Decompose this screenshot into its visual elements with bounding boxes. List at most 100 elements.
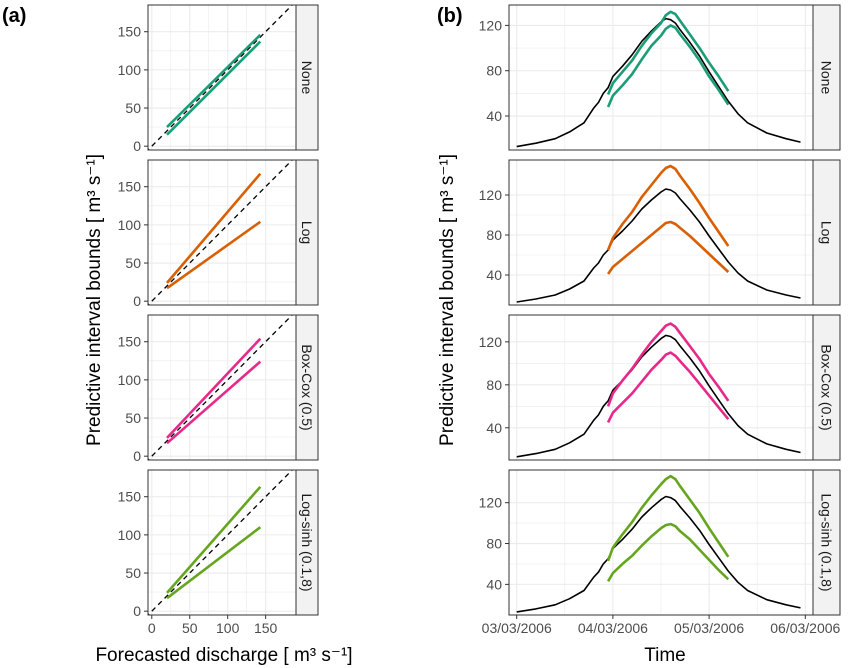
series-lower-log [607,220,730,275]
x-tick-label: 06/03/2006 [770,620,840,636]
plot-area [516,322,801,458]
facet-strip [812,469,841,616]
facet-a-none: None 0 50 100 150 [118,4,319,154]
x-tick-label: 150 [254,620,278,636]
series-lower-log-sinh-0-1-8 [606,522,730,582]
strip-label-box-cox-0-5: Box-Cox (0.5) [299,344,315,430]
x-tick-label: 0 [148,620,156,636]
plot-background [148,5,296,150]
y-tick-label: 50 [125,100,141,116]
plot-area [148,5,294,150]
x-tick-label: 04/03/2006 [578,620,648,636]
x-tick-label: 100 [216,620,240,636]
plot-area [516,164,801,303]
y-tick-label: 50 [125,565,141,581]
y-tick-label: 0 [133,603,141,619]
y-tick-label: 100 [118,62,142,78]
y-tick-label: 120 [479,495,503,511]
series-lower-none [166,40,262,136]
observed-line [516,495,801,613]
series-lower-none [606,24,730,108]
y-tick-label: 80 [486,377,502,393]
identity-line [148,5,294,150]
identity-line [148,470,294,615]
y-tick-label: 0 [133,448,141,464]
facet-strip [812,159,841,306]
y-tick-label: 120 [479,334,503,350]
y-tick-label: 80 [486,63,502,79]
y-tick-label: 150 [118,489,142,505]
series-upper-log-sinh-0-1-8 [606,474,730,562]
y-tick-label: 40 [486,108,502,124]
facet-b-log: Log 40 80 120 [479,159,841,306]
plot-background [148,470,296,615]
x-tick-label: 50 [182,620,198,636]
series-upper-box-cox-0-5 [606,322,730,407]
panel-a-x-title: Forecasted discharge [ m³ s⁻¹] [95,645,352,666]
strip-label-none: None [819,61,835,95]
strip-label-log-sinh-0-1-8: Log-sinh (0.1,8) [819,493,835,591]
facet-b-none: None 40 80 120 [479,4,841,151]
observed-line [516,334,801,458]
facet-strip [295,469,319,616]
series-upper-log [606,164,730,251]
plot-area [516,10,801,148]
y-tick-label: 40 [486,267,502,283]
y-tick-label: 150 [118,24,142,40]
panel-b-label: (b) [437,5,463,27]
y-tick-label: 80 [486,227,502,243]
series-upper-none [166,33,262,129]
series-lower-box-cox-0-5 [606,351,730,423]
strip-label-none: None [299,61,315,95]
series-upper-log [166,172,262,284]
y-tick-label: 150 [118,334,142,350]
facet-strip [812,4,841,151]
y-tick-label: 50 [125,410,141,426]
series-upper-box-cox-0-5 [166,337,262,439]
panel-a-y-title: Predictive interval bounds [ m³ s⁻¹] [84,154,105,446]
panel-b-x-title: Time [644,645,686,666]
strip-label-log-sinh-0-1-8: Log-sinh (0.1,8) [299,493,315,591]
series-lower-box-cox-0-5 [166,360,262,445]
facet-strip [295,4,319,151]
y-tick-label: 0 [133,293,141,309]
facet-b-log-sinh-0-1-8: Log-sinh (0.1,8) 40 80 120 03/03/2006 04/03/2… [479,469,841,636]
y-tick-label: 100 [118,217,142,233]
identity-line [148,315,294,460]
x-tick-label: 05/03/2006 [674,620,744,636]
strip-label-box-cox-0-5: Box-Cox (0.5) [819,344,835,430]
observed-line [516,188,801,303]
plot-area [148,315,294,460]
series-lower-log-sinh-0-1-8 [166,526,262,600]
panel-b-y-title: Predictive interval bounds [ m³ s⁻¹] [437,154,458,446]
series-lower-log [166,220,262,290]
facet-strip [295,314,319,461]
strip-label-log: Log [819,221,835,244]
panel-a-label: (a) [2,5,26,27]
series-upper-none [606,10,730,96]
y-tick-label: 40 [486,420,502,436]
facet-b-box-cox-0-5: Box-Cox (0.5) 40 80 120 [479,314,841,461]
y-tick-label: 120 [479,17,503,33]
panel-a: None 0 50 100 150 Log 0 50 100 150 Box-Cox (0.5) 0 5… [118,4,319,636]
plot-background [148,160,296,305]
panel-b: None 40 80 120 Log 40 80 120 Box-Cox (0.5) 40 80 12… [479,4,841,636]
plot-area [148,470,294,615]
plot-area [516,474,801,613]
y-tick-label: 100 [118,372,142,388]
y-tick-label: 40 [486,576,502,592]
y-tick-label: 0 [133,138,141,154]
x-tick-label: 03/03/2006 [482,620,552,636]
strip-label-log: Log [299,221,315,244]
plot-background [148,315,296,460]
identity-line [148,160,294,305]
y-tick-label: 80 [486,536,502,552]
y-tick-label: 120 [479,187,503,203]
y-tick-label: 100 [118,527,142,543]
facet-a-log: Log 0 50 100 150 [118,159,319,309]
facet-a-box-cox-0-5: Box-Cox (0.5) 0 50 100 150 [118,314,319,464]
y-tick-label: 50 [125,255,141,271]
facet-a-log-sinh-0-1-8: Log-sinh (0.1,8) 0 50 100 150 0 50 100 150 [118,469,319,636]
facet-strip [812,314,841,461]
